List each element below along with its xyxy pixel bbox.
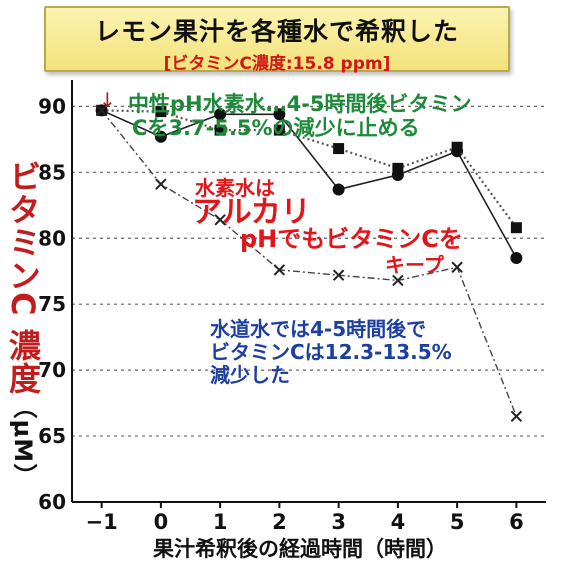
arrow-down-icon: ↓	[99, 88, 116, 112]
x-tick-label: 1	[213, 510, 228, 534]
data-point-square	[333, 143, 345, 155]
data-point-cross	[332, 269, 345, 281]
data-point-square	[392, 162, 404, 174]
y-tick-label: 85	[38, 160, 66, 184]
data-point-cross	[510, 410, 523, 422]
data-point-cross	[95, 104, 108, 117]
y-tick-label: 60	[38, 490, 66, 514]
x-tick-label: 6	[509, 510, 524, 534]
hydrogen-note-line4: キープ	[385, 253, 444, 277]
y-tick-label: 80	[38, 226, 66, 250]
hydrogen-note-line1: 水素水は	[195, 176, 275, 200]
data-point-cross	[214, 214, 226, 226]
x-tick-label: −1	[86, 510, 118, 534]
y-axis-label-text: ビタミンC 濃度	[4, 160, 42, 395]
data-point-cross	[155, 178, 167, 190]
y-axis-unit: （μM）	[9, 394, 37, 489]
series-line-cross	[101, 109, 518, 417]
data-point-cross	[451, 261, 463, 273]
series-line-square	[101, 109, 518, 229]
data-point-circle	[154, 130, 167, 143]
neutral-ph-note: 中性pH水素水…4-5時間後ビタミン Cを3.7-5.5%の減少に止める	[128, 92, 472, 140]
y-axis-label: ビタミンC 濃度（μM）	[4, 160, 46, 489]
x-tick-label: 0	[154, 510, 169, 534]
chart-subtitle: [ビタミンC濃度:15.8 ppm]	[163, 54, 391, 74]
data-point-square	[155, 106, 167, 118]
plot-area	[72, 80, 546, 502]
series-line-circle	[101, 109, 518, 259]
data-point-circle	[510, 252, 523, 265]
x-tick-label: 3	[331, 510, 346, 534]
y-tick-label: 65	[38, 424, 66, 448]
data-point-square	[510, 222, 522, 234]
neutral-note-line1: 中性pH水素水…4-5時間後ビタミン	[128, 92, 472, 116]
x-tick-label: 4	[391, 510, 406, 534]
tap-water-note: 水道水では4-5時間後で ビタミンCは12.3-13.5% 減少した	[210, 318, 452, 387]
neutral-note-line2: Cを3.7-5.5%の減少に止める	[132, 116, 420, 141]
y-tick-label: 75	[38, 292, 66, 316]
x-tick-label: 2	[272, 510, 287, 534]
chart-title: レモン果汁を各種水で希釈した	[94, 17, 459, 46]
title-box: レモン果汁を各種水で希釈した [ビタミンC濃度:15.8 ppm]	[44, 6, 510, 74]
data-point-circle	[214, 108, 227, 121]
x-tick-label: 5	[450, 510, 465, 534]
data-point-circle	[273, 108, 286, 121]
data-point-square	[214, 124, 226, 136]
x-axis-label: 果汁希釈後の経過時間（時間）	[153, 537, 447, 561]
tap-note-line3: 減少した	[210, 363, 290, 387]
data-point-circle	[332, 183, 345, 196]
data-point-square	[451, 141, 463, 153]
data-point-cross	[273, 264, 286, 276]
y-tick-label: 90	[38, 94, 66, 118]
hydrogen-note-line2: アルカリ	[192, 195, 311, 230]
y-tick-label: 70	[38, 358, 66, 382]
data-point-square	[273, 124, 285, 136]
tap-note-line1: 水道水では4-5時間後で	[210, 317, 427, 341]
data-point-cross	[392, 274, 404, 287]
tap-note-line2: ビタミンCは12.3-13.5%	[210, 340, 452, 364]
hydrogen-note-line3: pHでもビタミンCを	[240, 225, 463, 253]
